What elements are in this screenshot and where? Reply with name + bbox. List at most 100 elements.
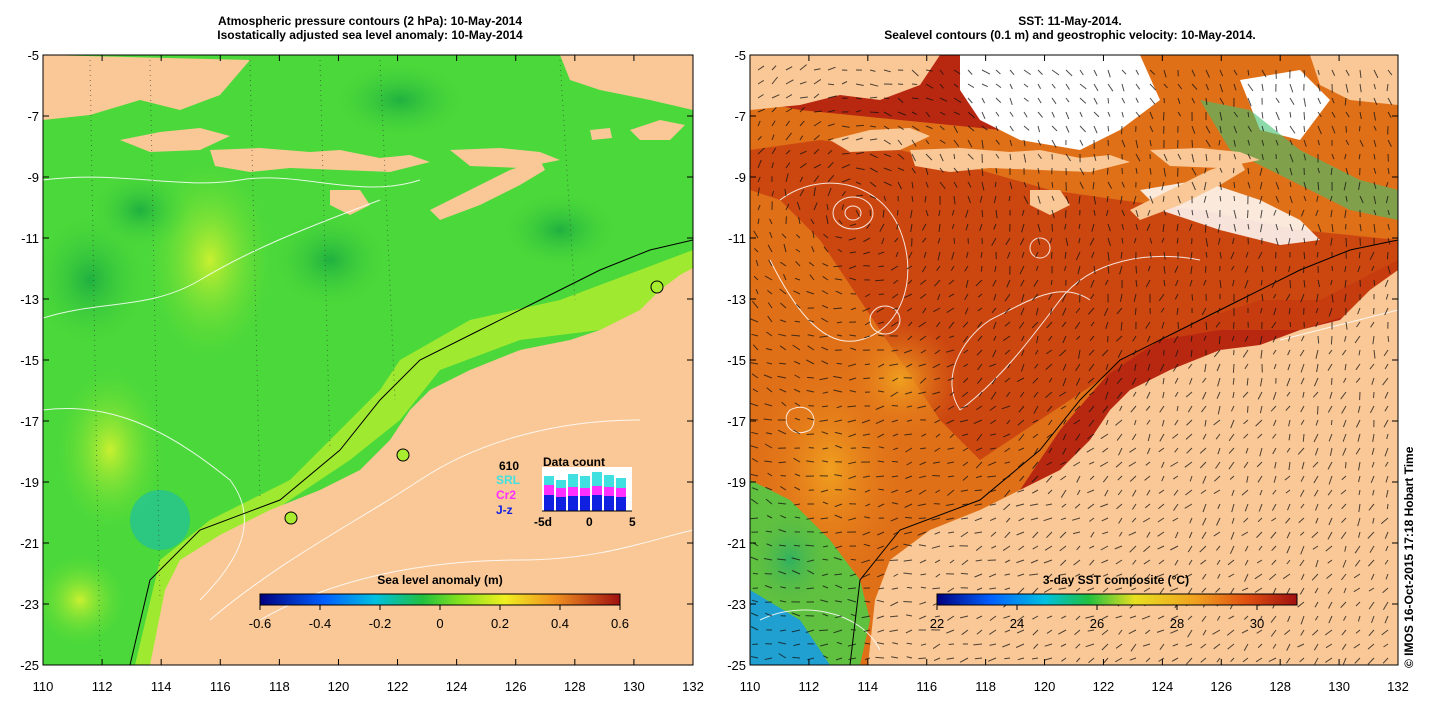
velocity-arrow [1327,587,1333,594]
velocity-arrow [1023,97,1029,102]
velocity-arrow [1073,461,1081,467]
velocity-arrow [951,209,955,216]
velocity-arrow [1184,503,1193,509]
velocity-arrow [1341,405,1347,414]
velocity-arrow [1016,615,1025,622]
velocity-arrow [976,587,983,591]
velocity-arrow [1007,363,1011,369]
velocity-arrow [1358,531,1361,538]
velocity-arrow [1135,209,1139,217]
velocity-arrow [977,363,983,371]
velocity-arrow [1243,643,1249,652]
lat-tick-label: -9 [734,170,746,185]
velocity-arrow [1255,419,1263,427]
velocity-arrow [1244,363,1249,370]
velocity-arrow [1327,461,1333,470]
velocity-arrow [1149,195,1154,204]
velocity-arrow [1100,503,1109,508]
velocity-arrow [953,153,956,160]
velocity-arrow [1145,657,1151,663]
velocity-arrow [1217,307,1221,314]
velocity-arrow [1036,335,1039,344]
velocity-arrow [1033,279,1039,287]
velocity-arrow [1247,209,1249,219]
velocity-arrow [1021,251,1025,258]
velocity-arrow [849,334,857,337]
velocity-arrow [1131,517,1137,523]
velocity-arrow [1325,545,1333,552]
velocity-arrow [1074,503,1081,509]
velocity-arrow [752,344,759,351]
velocity-arrow [1187,405,1193,413]
velocity-arrow [906,614,913,617]
velocity-arrow [1049,237,1053,244]
velocity-arrow [1161,321,1165,329]
velocity-arrow [1313,433,1319,443]
lat-tick-label: -17 [727,414,746,429]
velocity-arrow [1060,405,1067,410]
velocity-arrow [1254,587,1263,593]
velocity-arrow [1272,489,1277,495]
velocity-arrow [1065,153,1072,162]
velocity-arrow [822,655,829,659]
velocity-arrow [891,419,899,423]
velocity-arrow [1146,489,1151,496]
velocity-arrow [1051,69,1060,76]
velocity-arrow [757,65,765,71]
velocity-arrow [1149,125,1154,133]
velocity-arrow [1163,69,1167,78]
velocity-arrow [1159,643,1165,650]
velocity-arrow [1380,517,1389,525]
velocity-arrow [905,489,913,493]
velocity-arrow [953,181,958,188]
velocity-arrow [1327,489,1333,496]
velocity-arrow [1030,559,1039,564]
velocity-arrow [833,629,843,634]
velocity-arrow [988,489,997,493]
velocity-arrow [1245,251,1249,258]
velocity-arrow [785,66,793,71]
velocity-arrow [1048,419,1053,426]
velocity-arrow [1341,475,1347,481]
left-title-line2: Isostatically adjusted sea level anomaly… [217,28,523,42]
velocity-arrow [1344,153,1347,160]
velocity-arrow [864,489,871,493]
velocity-arrow [1003,615,1011,619]
velocity-arrow [767,244,773,253]
velocity-arrow [965,209,969,218]
velocity-arrow [977,335,983,342]
velocity-arrow [1021,223,1025,233]
velocity-arrow [974,531,983,534]
velocity-arrow [882,209,885,218]
velocity-arrow [1191,97,1196,104]
velocity-arrow [763,374,773,379]
velocity-arrow [1275,195,1280,203]
velocity-arrow [1331,293,1334,303]
velocity-arrow [1373,125,1377,131]
velocity-arrow [813,78,822,85]
velocity-arrow [1017,573,1025,577]
velocity-arrow [766,543,773,547]
velocity-arrow [1132,335,1137,342]
velocity-arrow [1386,503,1389,510]
velocity-arrow [1314,657,1319,665]
velocity-arrow [876,642,885,645]
velocity-arrow [1203,195,1207,203]
velocity-arrow [1358,251,1361,259]
velocity-arrow [947,587,955,593]
velocity-arrow [973,419,983,425]
velocity-arrow [1177,111,1182,117]
velocity-arrow [869,138,878,141]
velocity-arrows [750,64,1393,665]
velocity-arrow [1044,391,1053,399]
velocity-arrow [953,139,960,147]
velocity-arrow [807,569,815,575]
velocity-arrow [1032,419,1039,424]
velocity-arrow [1008,195,1011,202]
velocity-arrow [1328,307,1333,317]
velocity-arrow [1297,447,1305,455]
velocity-arrow [1231,503,1235,513]
velocity-arrow [963,349,969,354]
velocity-arrow [932,461,941,464]
velocity-arrow [791,334,801,337]
